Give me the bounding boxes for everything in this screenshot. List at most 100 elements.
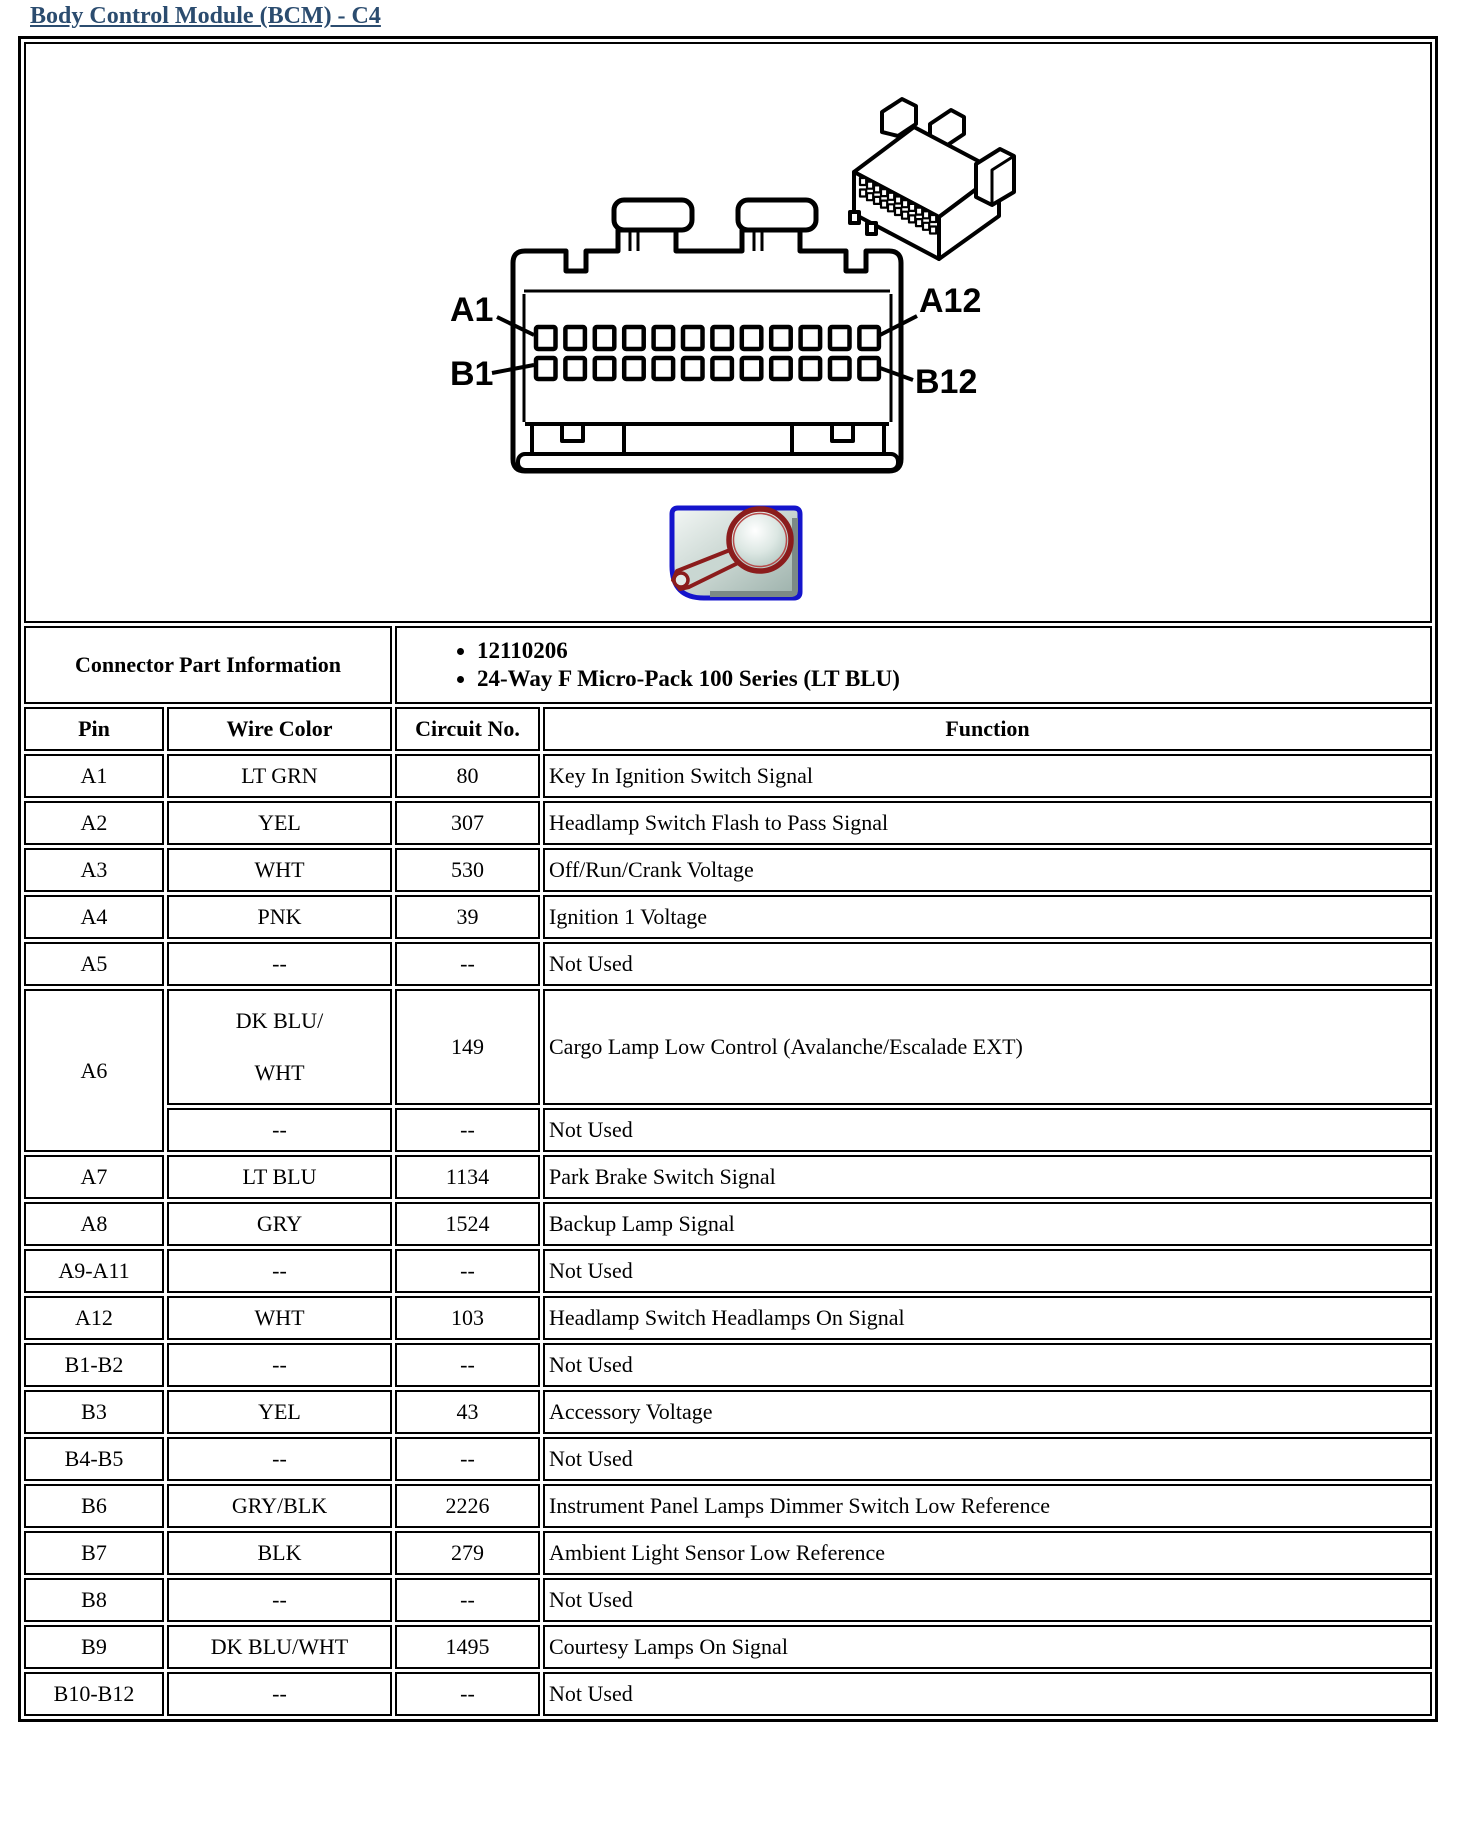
pin-cell: B6 [24, 1484, 164, 1528]
table-row: B3 YEL 43 Accessory Voltage [24, 1390, 1432, 1434]
pin-cell: A12 [24, 1296, 164, 1340]
pin-cell: B4-B5 [24, 1437, 164, 1481]
circuit-no-cell: 43 [395, 1390, 540, 1434]
function-cell: Not Used [543, 1249, 1432, 1293]
function-cell: Not Used [543, 1108, 1432, 1152]
connector-diagram: A1 A12 B1 B12 [450, 97, 1016, 601]
circuit-no-cell: 1495 [395, 1625, 540, 1669]
connector-front-view [491, 197, 918, 474]
wire-color-cell: -- [167, 1437, 392, 1481]
function-cell: Backup Lamp Signal [543, 1202, 1432, 1246]
circuit-no-cell: -- [395, 1437, 540, 1481]
function-cell: Headlamp Switch Headlamps On Signal [543, 1296, 1432, 1340]
table-row: B8 -- -- Not Used [24, 1578, 1432, 1622]
wire-color-cell: WHT [167, 1296, 392, 1340]
pin-cell: A4 [24, 895, 164, 939]
function-cell: Headlamp Switch Flash to Pass Signal [543, 801, 1432, 845]
wire-color-cell: YEL [167, 1390, 392, 1434]
wire-color-cell: -- [167, 1108, 392, 1152]
pin-cell: A8 [24, 1202, 164, 1246]
circuit-no-cell: 1524 [395, 1202, 540, 1246]
table-row: B1-B2 -- -- Not Used [24, 1343, 1432, 1387]
wire-color-cell: -- [167, 942, 392, 986]
circuit-no-cell: 530 [395, 848, 540, 892]
pin-cell: B7 [24, 1531, 164, 1575]
table-row: B10-B12 -- -- Not Used [24, 1672, 1432, 1716]
circuit-no-cell: 279 [395, 1531, 540, 1575]
function-cell: Not Used [543, 1437, 1432, 1481]
zoom-button[interactable] [669, 505, 803, 601]
iso-pin-grid [858, 176, 938, 235]
wire-color-cell: DK BLU/ WHT [167, 989, 392, 1105]
connector-info-table: A1 A12 B1 B12 [18, 36, 1438, 1722]
column-header-pin: Pin [24, 707, 164, 751]
wire-color-cell: LT GRN [167, 754, 392, 798]
function-cell: Accessory Voltage [543, 1390, 1432, 1434]
part-info-items: 1211020624-Way F Micro-Pack 100 Series (… [395, 626, 1432, 704]
connector-diagram-cell: A1 A12 B1 B12 [24, 42, 1432, 623]
leader-b1 [491, 363, 535, 375]
wire-color-cell: BLK [167, 1531, 392, 1575]
wire-color-cell: GRY [167, 1202, 392, 1246]
wire-color-cell: GRY/BLK [167, 1484, 392, 1528]
function-cell: Ambient Light Sensor Low Reference [543, 1531, 1432, 1575]
circuit-no-cell: -- [395, 942, 540, 986]
function-cell: Cargo Lamp Low Control (Avalanche/Escala… [543, 989, 1432, 1105]
wire-color-cell: WHT [167, 848, 392, 892]
pin-cell: B9 [24, 1625, 164, 1669]
part-info-label: Connector Part Information [24, 626, 392, 704]
header-row: Pin Wire Color Circuit No. Function [24, 707, 1432, 751]
table-row: B7 BLK 279 Ambient Light Sensor Low Referen… [24, 1531, 1432, 1575]
pin-cell: A7 [24, 1155, 164, 1199]
circuit-no-cell: 2226 [395, 1484, 540, 1528]
circuit-no-cell: 39 [395, 895, 540, 939]
wire-color-cell: DK BLU/WHT [167, 1625, 392, 1669]
circuit-no-cell: 307 [395, 801, 540, 845]
connector-3d-view [848, 97, 1016, 261]
pin-label-b12: B12 [915, 363, 977, 401]
part-info-item: 12110206 [477, 638, 1430, 664]
pin-label-a12: A12 [919, 282, 981, 320]
column-header-circuit-no: Circuit No. [395, 707, 540, 751]
function-cell: Key In Ignition Switch Signal [543, 754, 1432, 798]
wire-color-cell: YEL [167, 801, 392, 845]
pin-cell: A1 [24, 754, 164, 798]
pin-cell: A5 [24, 942, 164, 986]
pin-cell: B3 [24, 1390, 164, 1434]
function-cell: Not Used [543, 1343, 1432, 1387]
pin-label-a1: A1 [450, 291, 493, 329]
column-header-function: Function [543, 707, 1432, 751]
table-row: A3 WHT 530 Off/Run/Crank Voltage [24, 848, 1432, 892]
table-row: A1 LT GRN 80 Key In Ignition Switch Signal [24, 754, 1432, 798]
wire-color-cell: -- [167, 1672, 392, 1716]
leader-a12 [879, 314, 918, 337]
function-cell: Ignition 1 Voltage [543, 895, 1432, 939]
circuit-no-cell: -- [395, 1672, 540, 1716]
table-row: A9-A11 -- -- Not Used [24, 1249, 1432, 1293]
pin-cell: B10-B12 [24, 1672, 164, 1716]
wire-color-cell: -- [167, 1578, 392, 1622]
front-pin-row-b [533, 355, 882, 382]
table-row: A4 PNK 39 Ignition 1 Voltage [24, 895, 1432, 939]
pin-cell: B1-B2 [24, 1343, 164, 1387]
magnifying-glass-icon [671, 506, 794, 591]
column-header-wire-color: Wire Color [167, 707, 392, 751]
leader-a1 [496, 315, 535, 337]
circuit-no-cell: 103 [395, 1296, 540, 1340]
wire-color-cell: -- [167, 1249, 392, 1293]
pin-cell: B8 [24, 1578, 164, 1622]
circuit-no-cell: -- [395, 1249, 540, 1293]
table-row: -- -- Not Used [24, 1108, 1432, 1152]
part-info-list: 1211020624-Way F Micro-Pack 100 Series (… [397, 638, 1430, 692]
function-cell: Not Used [543, 942, 1432, 986]
pin-rows: A1 LT GRN 80 Key In Ignition Switch Signal A… [24, 754, 1432, 1716]
circuit-no-cell: 149 [395, 989, 540, 1105]
page-title-link[interactable]: Body Control Module (BCM) - C4 [30, 3, 381, 29]
pin-cell: A6 [24, 989, 164, 1152]
table-row: B4-B5 -- -- Not Used [24, 1437, 1432, 1481]
circuit-no-cell: 80 [395, 754, 540, 798]
function-cell: Park Brake Switch Signal [543, 1155, 1432, 1199]
table-row: B9 DK BLU/WHT 1495 Courtesy Lamps On Signal [24, 1625, 1432, 1669]
pin-label-b1: B1 [450, 355, 493, 393]
